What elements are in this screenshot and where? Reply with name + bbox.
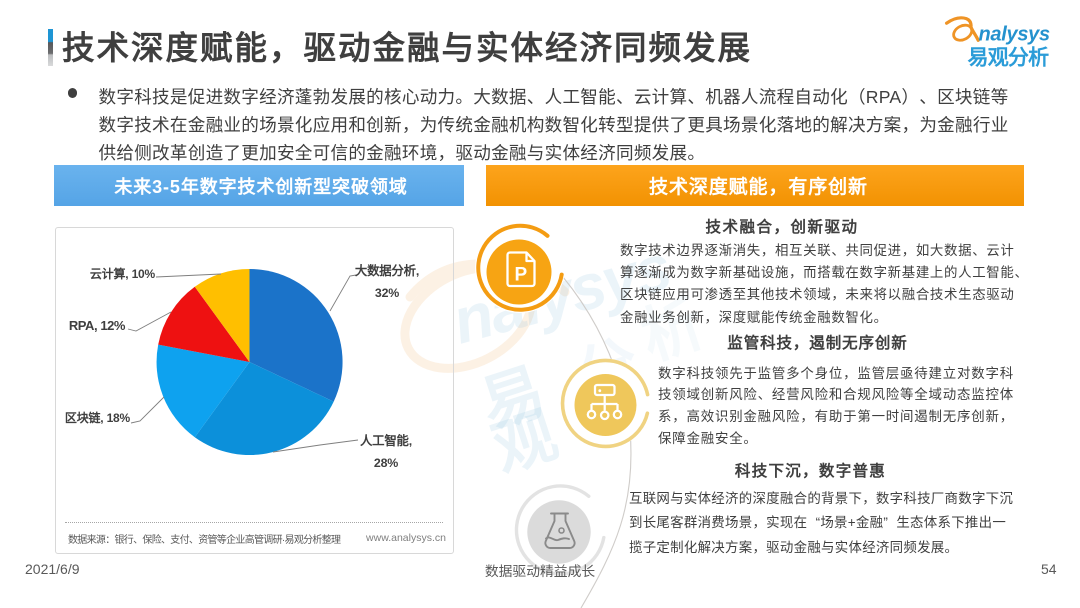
svg-text:nalysys: nalysys bbox=[979, 24, 1050, 46]
svg-text:易观分析: 易观分析 bbox=[968, 46, 1050, 70]
svg-text:P: P bbox=[515, 265, 528, 286]
